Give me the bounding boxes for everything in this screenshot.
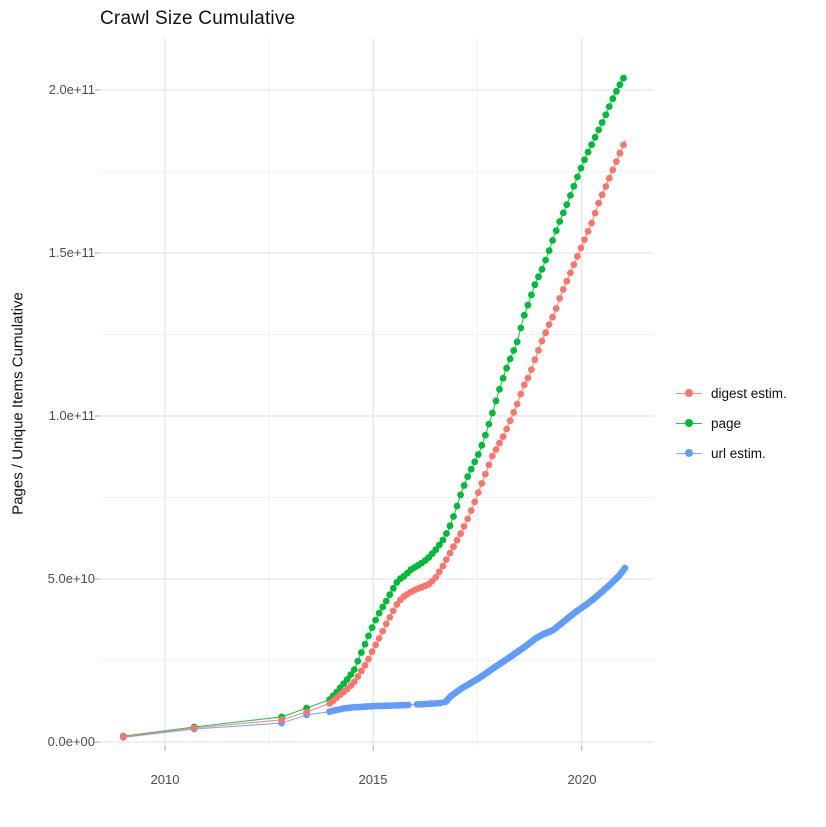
legend-label-page: page	[711, 415, 742, 431]
legend-label-url: url estim.	[711, 445, 766, 461]
x-tick-label-2010: 2010	[150, 772, 180, 787]
x-tick-label-2015: 2015	[358, 772, 388, 787]
legend: digest estim. page url estim.	[676, 378, 787, 468]
legend-key-url-icon	[676, 446, 702, 460]
x-tick-label-2020: 2020	[567, 772, 597, 787]
y-axis-title: Pages / Unique Items Cumulative	[9, 292, 27, 515]
y-tick-label-1: 5.0e+10	[47, 571, 95, 586]
legend-key-digest-icon	[676, 386, 702, 400]
y-tick-label-0: 0.0e+00	[47, 734, 95, 749]
legend-item-page: page	[676, 408, 787, 438]
legend-item-url: url estim.	[676, 438, 787, 468]
legend-label-digest: digest estim.	[711, 385, 787, 401]
y-tick-label-4: 2.0e+11	[48, 82, 95, 97]
y-tick-label-3: 1.5e+11	[48, 245, 95, 260]
y-tick-label-2: 1.0e+11	[48, 408, 95, 423]
legend-item-digest: digest estim.	[676, 378, 787, 408]
series-line-page	[123, 74, 626, 737]
chart-title: Crawl Size Cumulative	[100, 8, 296, 29]
legend-key-page-icon	[676, 416, 702, 430]
